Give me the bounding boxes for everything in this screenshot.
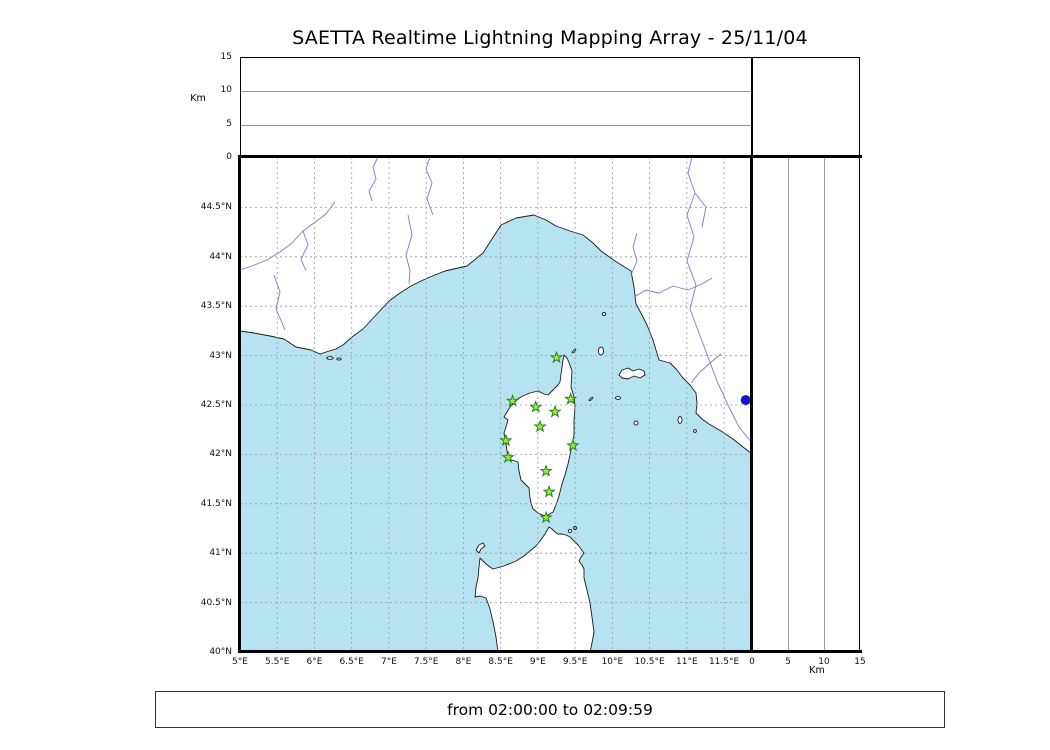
sources-layer <box>740 395 751 406</box>
map-panel <box>240 157 752 652</box>
altitude-axis-label: Km <box>190 93 206 104</box>
station-star <box>501 450 515 464</box>
lon-tick-label: 11.5°E <box>708 657 740 667</box>
frame-top-border <box>238 155 862 158</box>
river <box>690 353 722 384</box>
lat-tick-label: 43.5°N <box>200 301 232 312</box>
lat-tick-label: 41.5°N <box>200 498 232 509</box>
rivers <box>240 157 752 444</box>
station-star <box>499 433 513 447</box>
right-km-tick-label: 15 <box>854 657 866 667</box>
altitude-panel <box>240 57 752 157</box>
frame-bottom-border <box>238 650 862 653</box>
lon-tick-label: 8°E <box>455 657 472 667</box>
lon-tick-label: 10.5°E <box>634 657 665 667</box>
right-gridline-10km <box>824 157 825 652</box>
station-star <box>505 393 520 407</box>
station-star <box>539 510 553 524</box>
right-km-tick-label: 5 <box>785 657 791 667</box>
small-islands <box>326 311 697 554</box>
map-grid <box>240 157 752 652</box>
lon-tick-label: 10°E <box>601 657 624 667</box>
landmass <box>240 157 752 652</box>
river <box>273 274 286 331</box>
river <box>368 157 379 202</box>
altitude-tick-label: 10 <box>220 85 232 96</box>
right-gridline-5km <box>788 157 789 652</box>
land-mainland <box>240 157 752 455</box>
page-title: SAETTA Realtime Lightning Mapping Array … <box>292 27 808 49</box>
station-star <box>539 464 553 477</box>
river <box>240 201 336 271</box>
lightning-source-dot <box>740 395 751 406</box>
river <box>686 157 752 444</box>
lon-tick-label: 9.5°E <box>562 657 588 667</box>
river <box>630 232 638 276</box>
frame-left-border <box>238 155 241 653</box>
lat-tick-label: 41°N <box>209 548 232 559</box>
station-star <box>549 350 564 364</box>
stations-layer <box>499 350 580 524</box>
lon-tick-label: 6.5°E <box>339 657 364 667</box>
river <box>425 157 434 216</box>
river <box>300 230 309 272</box>
lon-tick-label: 8.5°E <box>488 657 513 667</box>
latitude-altitude-panel <box>752 157 860 652</box>
right-km-tick-label: 0 <box>749 657 755 667</box>
lat-tick-label: 40°N <box>209 647 232 657</box>
altitude-gridline-5km <box>241 124 751 126</box>
altitude-tick-label: 0 <box>226 152 232 162</box>
station-star <box>542 484 556 498</box>
right-km-tick-label: 10 <box>818 657 830 667</box>
station-star <box>566 438 580 452</box>
land-corsica <box>503 354 576 517</box>
corner-panel <box>752 57 860 157</box>
land-elba <box>618 367 646 380</box>
station-star <box>548 404 562 418</box>
lon-tick-label: 6°E <box>306 657 323 667</box>
lon-tick-label: 7°E <box>380 657 397 667</box>
time-range-text: from 02:00:00 to 02:09:59 <box>447 700 653 719</box>
lat-tick-label: 42°N <box>209 449 232 460</box>
land-sardinia <box>474 526 595 652</box>
lat-tick-label: 43°N <box>209 350 232 361</box>
right-axis-label: Km <box>809 665 825 676</box>
lat-tick-label: 44.5°N <box>200 202 232 213</box>
station-star <box>533 419 547 433</box>
station-star <box>529 399 543 413</box>
river <box>633 277 713 298</box>
time-range-box: from 02:00:00 to 02:09:59 <box>155 691 945 728</box>
lon-tick-label: 7.5°E <box>413 657 439 667</box>
lon-tick-label: 11°E <box>676 657 698 667</box>
lat-tick-label: 40.5°N <box>200 597 232 608</box>
station-star <box>564 392 578 405</box>
lon-tick-label: 9°E <box>529 657 546 667</box>
lon-tick-label: 5°E <box>232 657 248 667</box>
altitude-tick-label: 15 <box>220 52 232 62</box>
lat-tick-label: 44°N <box>209 251 232 262</box>
altitude-tick-label: 5 <box>226 118 232 129</box>
lat-tick-label: 42.5°N <box>200 399 232 410</box>
altitude-gridline-10km <box>241 91 751 93</box>
frame-middle-border <box>750 155 753 653</box>
river <box>405 214 413 285</box>
lon-tick-label: 5.5°E <box>264 657 290 667</box>
